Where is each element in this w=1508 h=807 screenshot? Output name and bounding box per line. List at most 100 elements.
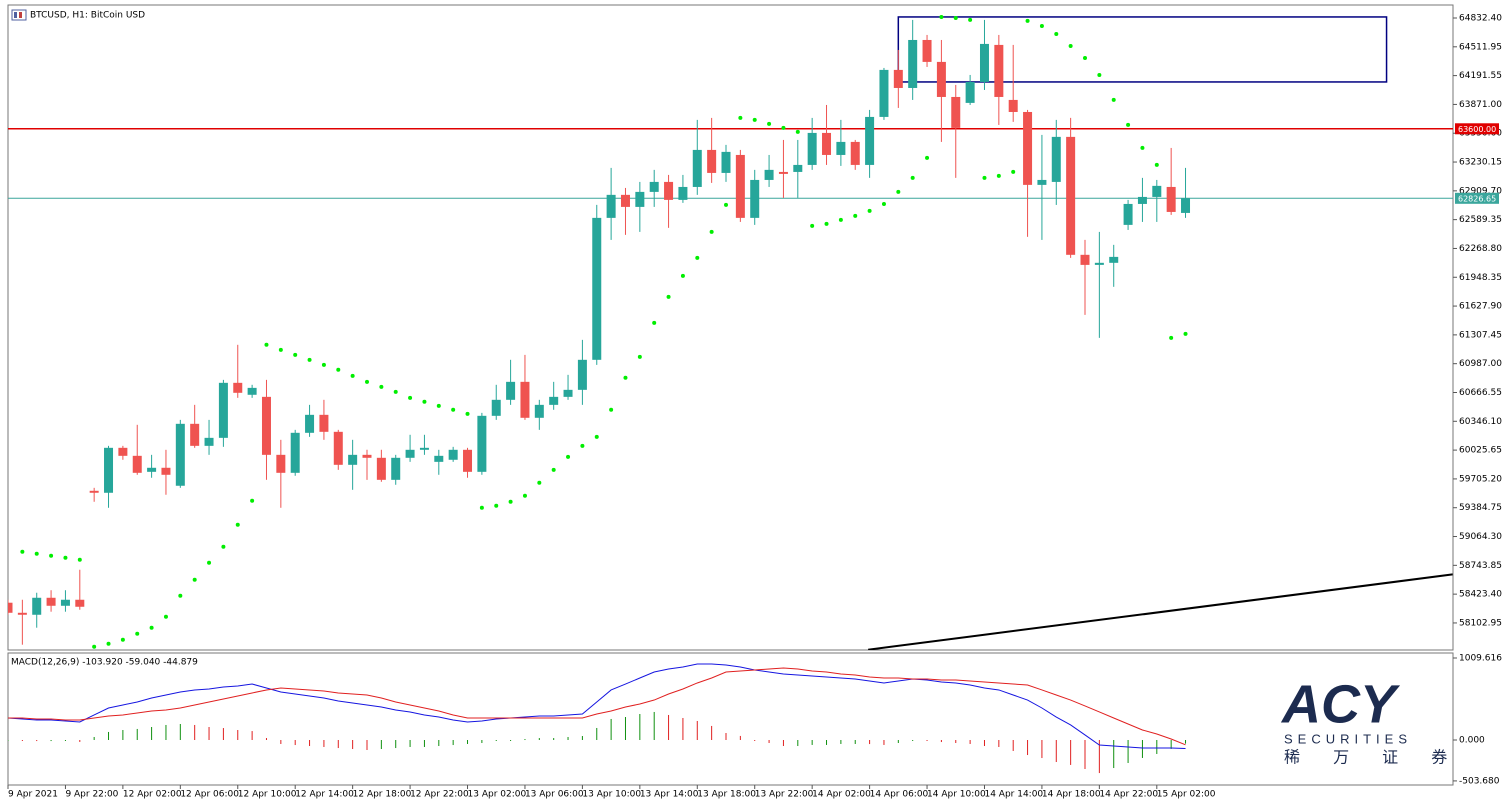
candle-body — [764, 169, 774, 180]
sar-dot — [752, 117, 757, 122]
candle-body — [132, 455, 142, 473]
y-tick-label: 60987.00 — [1459, 359, 1502, 369]
sar-dot — [738, 115, 743, 120]
histogram-bar — [811, 739, 813, 745]
sar-dot — [479, 505, 484, 510]
histogram-bar — [682, 717, 684, 740]
candle-body — [319, 414, 329, 432]
y-tick-label: 60666.55 — [1459, 388, 1502, 398]
histogram-bar — [309, 739, 311, 747]
sar-dot — [135, 631, 140, 636]
price-label-box — [1455, 123, 1499, 135]
candle-body — [936, 61, 946, 97]
candle-body — [534, 404, 544, 418]
sar-dot — [996, 173, 1001, 178]
main-panel-frame — [7, 4, 1454, 651]
sar-dot — [207, 560, 212, 565]
x-tick-label: 12 Apr 22:00 — [410, 790, 469, 800]
logo-tagline: SECURITIES — [1284, 731, 1412, 746]
sar-dot — [34, 551, 39, 556]
candle-body — [305, 414, 315, 433]
histogram-bar — [93, 736, 95, 740]
sar-dot — [1154, 162, 1159, 167]
histogram-bar — [524, 739, 526, 741]
x-tick-label: 14 Apr 10:00 — [927, 790, 986, 800]
sar-dot — [1169, 335, 1174, 340]
y-tick-label: -503.680 — [1459, 776, 1500, 786]
y-tick-label: 61948.35 — [1459, 273, 1502, 283]
histogram-bar — [208, 727, 210, 740]
sar-dot — [379, 384, 384, 389]
histogram-bar — [797, 739, 799, 747]
rectangle-object — [897, 16, 1388, 83]
candle-body — [17, 612, 27, 615]
candle-body — [549, 396, 559, 405]
histogram-bar — [64, 739, 66, 741]
histogram-bar — [768, 739, 770, 744]
x-tick-label: 14 Apr 06:00 — [870, 790, 929, 800]
histogram-bar — [624, 717, 626, 740]
sar-dot — [307, 357, 312, 362]
sar-dot — [149, 625, 154, 630]
sar-dot — [637, 354, 642, 359]
candle-body — [477, 415, 487, 472]
sar-dot — [408, 395, 413, 400]
histogram-bar — [79, 739, 81, 742]
candle-body — [218, 382, 228, 438]
sar-dot — [321, 362, 326, 367]
sar-dot — [953, 15, 958, 20]
sar-dot — [178, 593, 183, 598]
x-tick-label: 12 Apr 14:00 — [295, 790, 354, 800]
histogram-bar — [1041, 739, 1043, 759]
sar-dot — [1054, 31, 1059, 36]
x-tick-label: 13 Apr 10:00 — [582, 790, 641, 800]
y-tick-label: 63871.00 — [1459, 100, 1502, 110]
sar-dot — [810, 223, 815, 228]
sar-dot — [293, 352, 298, 357]
x-tick-label: 9 Apr 22:00 — [65, 790, 118, 800]
candle-body — [1094, 262, 1104, 265]
x-tick-label: 12 Apr 02:00 — [123, 790, 182, 800]
histogram-bar — [1113, 739, 1115, 769]
histogram-bar — [725, 733, 727, 740]
sar-dot — [1068, 43, 1073, 48]
logo-chinese: 稀 万 证 券 — [1284, 748, 1461, 767]
symbol-icon — [11, 9, 27, 21]
candle-body — [807, 132, 817, 165]
histogram-bar — [998, 739, 1000, 747]
candle-body — [750, 179, 760, 218]
histogram-bar — [438, 739, 440, 747]
histogram-bar — [423, 739, 425, 747]
candle-body — [104, 447, 114, 493]
histogram-bar — [1055, 739, 1057, 763]
candle-body — [46, 597, 56, 606]
candle-body — [822, 132, 832, 155]
y-tick-label: 60346.10 — [1459, 417, 1502, 427]
y-tick-label: 0.000 — [1459, 735, 1485, 745]
x-tick-label: 13 Apr 14:00 — [640, 790, 699, 800]
candle-body — [994, 44, 1004, 97]
histogram-bar — [366, 739, 368, 750]
sar-dot — [221, 544, 226, 549]
chart-title: BTCUSD, H1: BitCoin USD — [30, 11, 145, 21]
sar-dot — [853, 213, 858, 218]
histogram-bar — [969, 739, 971, 744]
y-tick-label: 62909.70 — [1459, 186, 1502, 196]
candle-body — [865, 116, 875, 165]
histogram-bar — [36, 739, 38, 742]
sar-dot — [1126, 122, 1131, 127]
sar-dot — [594, 434, 599, 439]
candle-body — [577, 359, 587, 390]
y-tick-label: 62268.80 — [1459, 244, 1502, 254]
sar-dot — [652, 320, 657, 325]
histogram-bar — [8, 739, 9, 741]
candle-body — [1123, 203, 1133, 225]
y-tick-label: 61307.45 — [1459, 330, 1502, 340]
trendline — [868, 573, 1453, 650]
sar-dot — [494, 503, 499, 508]
candle-body — [434, 455, 444, 462]
histogram-bar — [926, 739, 928, 741]
histogram-bar — [1170, 739, 1172, 749]
histogram-bar — [1084, 739, 1086, 769]
